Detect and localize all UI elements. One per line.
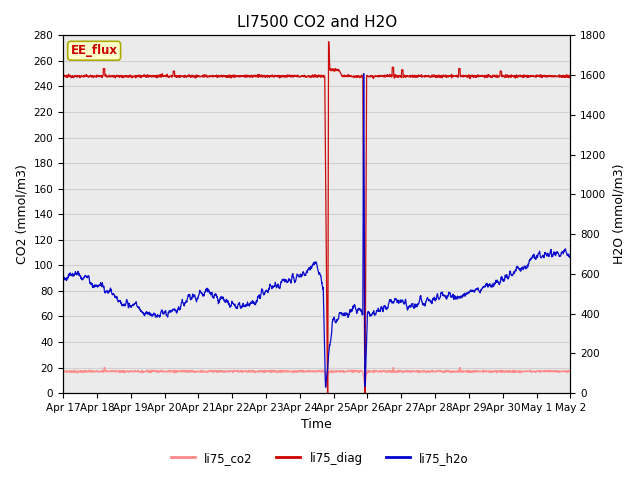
Y-axis label: H2O (mmol/m3): H2O (mmol/m3) <box>612 164 625 264</box>
Title: LI7500 CO2 and H2O: LI7500 CO2 and H2O <box>237 15 397 30</box>
Legend: li75_co2, li75_diag, li75_h2o: li75_co2, li75_diag, li75_h2o <box>166 447 474 469</box>
Text: EE_flux: EE_flux <box>70 44 118 57</box>
Y-axis label: CO2 (mmol/m3): CO2 (mmol/m3) <box>15 164 28 264</box>
X-axis label: Time: Time <box>301 419 332 432</box>
